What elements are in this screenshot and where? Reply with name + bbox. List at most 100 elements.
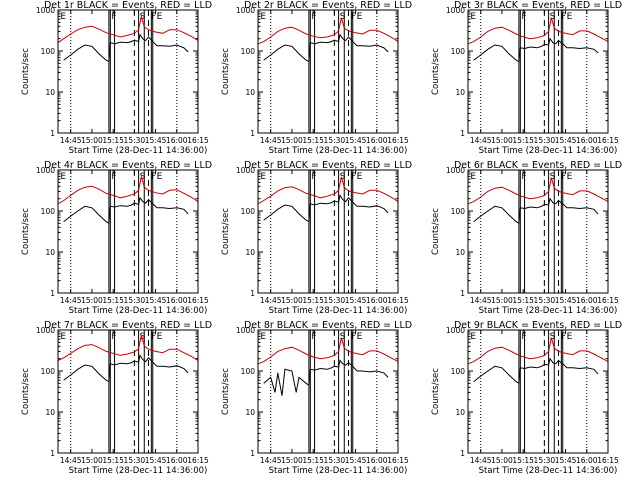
interval-mark: E bbox=[260, 332, 266, 342]
y-tick-label: 1 bbox=[250, 289, 255, 298]
y-axis-label: Counts/sec bbox=[431, 368, 441, 415]
y-tick-label: 1000 bbox=[446, 6, 465, 15]
y-tick-label: 1000 bbox=[36, 326, 55, 335]
x-tick-label: 16:15 bbox=[387, 136, 409, 145]
y-tick-label: 1000 bbox=[36, 6, 55, 15]
panel-det-4: Det 4r BLACK = Events, RED = LLD Counts/s… bbox=[21, 160, 212, 316]
interval-mark: E bbox=[470, 332, 476, 342]
x-tick-label: 14:45 bbox=[470, 296, 492, 305]
y-tick-label: 100 bbox=[241, 207, 256, 216]
interval-mark: F bbox=[521, 172, 526, 182]
x-tick-label: 15:45 bbox=[145, 296, 167, 305]
x-tick-label: 16:00 bbox=[166, 136, 188, 145]
y-tick-label: 100 bbox=[41, 207, 56, 216]
x-axis-label: Start Time (28-Dec-11 14:36:00) bbox=[479, 146, 618, 156]
x-tick-label: 16:00 bbox=[366, 136, 388, 145]
interval-mark: E bbox=[567, 172, 573, 182]
x-tick-label: 15:15 bbox=[512, 296, 534, 305]
x-tick-label: 16:15 bbox=[597, 296, 619, 305]
y-tick-label: 10 bbox=[455, 88, 465, 97]
y-tick-label: 100 bbox=[451, 47, 466, 56]
plot-frame bbox=[257, 169, 399, 294]
interval-mark: E bbox=[60, 172, 66, 182]
x-tick-label: 16:15 bbox=[387, 296, 409, 305]
x-tick-label: 16:00 bbox=[166, 456, 188, 465]
y-tick-label: 100 bbox=[241, 367, 256, 376]
interval-mark: F bbox=[311, 332, 316, 342]
x-tick-label: 15:45 bbox=[555, 296, 577, 305]
y-tick-label: 100 bbox=[451, 207, 466, 216]
interval-mark: F bbox=[351, 172, 356, 182]
interval-mark: F bbox=[521, 332, 526, 342]
y-tick-label: 10 bbox=[455, 408, 465, 417]
x-tick-label: 16:00 bbox=[366, 296, 388, 305]
y-tick-label: 10 bbox=[245, 248, 255, 257]
x-tick-label: 14:45 bbox=[260, 296, 282, 305]
x-axis-label: Start Time (28-Dec-11 14:36:00) bbox=[69, 466, 208, 476]
y-tick-label: 1000 bbox=[446, 166, 465, 175]
y-tick-label: 100 bbox=[41, 47, 56, 56]
y-tick-label: 10 bbox=[455, 248, 465, 257]
plot-frame bbox=[467, 9, 609, 134]
interval-mark: F bbox=[111, 12, 116, 22]
x-tick-label: 14:45 bbox=[470, 456, 492, 465]
panel-title: Det 8r BLACK = Events, RED = LLD bbox=[244, 320, 412, 331]
interval-mark: F bbox=[311, 172, 316, 182]
x-tick-label: 14:45 bbox=[470, 136, 492, 145]
interval-mark: E bbox=[260, 172, 266, 182]
x-tick-label: 15:45 bbox=[145, 456, 167, 465]
y-tick-label: 1000 bbox=[446, 326, 465, 335]
y-tick-label: 100 bbox=[451, 367, 466, 376]
interval-mark: S bbox=[140, 332, 146, 342]
panel-title: Det 4r BLACK = Events, RED = LLD bbox=[44, 160, 212, 171]
x-axis-label: Start Time (28-Dec-11 14:36:00) bbox=[479, 306, 618, 316]
series-lld-line bbox=[467, 17, 609, 45]
x-tick-label: 15:45 bbox=[345, 296, 367, 305]
interval-mark: S bbox=[340, 332, 346, 342]
interval-mark: S bbox=[340, 172, 346, 182]
y-axis-label: Counts/sec bbox=[21, 368, 31, 415]
x-tick-label: 15:00 bbox=[491, 136, 513, 145]
x-tick-label: 15:00 bbox=[491, 456, 513, 465]
interval-mark: F bbox=[561, 332, 566, 342]
y-tick-label: 1 bbox=[50, 289, 55, 298]
panel-det-1: Det 1r BLACK = Events, RED = LLD Counts/s… bbox=[21, 0, 212, 156]
y-tick-label: 1000 bbox=[36, 166, 55, 175]
interval-mark: E bbox=[157, 12, 163, 22]
interval-mark: E bbox=[60, 12, 66, 22]
y-axis-label: Counts/sec bbox=[431, 208, 441, 255]
y-axis-label: Counts/sec bbox=[21, 208, 31, 255]
series-events-line bbox=[63, 196, 189, 225]
interval-mark: S bbox=[140, 12, 146, 22]
panel-title: Det 1r BLACK = Events, RED = LLD bbox=[44, 0, 212, 11]
x-tick-label: 15:15 bbox=[102, 456, 124, 465]
series-lld-line bbox=[57, 334, 199, 361]
interval-mark: E bbox=[157, 172, 163, 182]
interval-mark: F bbox=[351, 332, 356, 342]
x-axis-label: Start Time (28-Dec-11 14:36:00) bbox=[69, 306, 208, 316]
interval-mark: S bbox=[550, 172, 556, 182]
x-axis-label: Start Time (28-Dec-11 14:36:00) bbox=[269, 146, 408, 156]
x-tick-label: 16:00 bbox=[576, 456, 598, 465]
x-tick-label: 15:45 bbox=[345, 136, 367, 145]
x-tick-label: 15:15 bbox=[512, 136, 534, 145]
series-events-line bbox=[263, 194, 389, 223]
interval-mark: F bbox=[561, 12, 566, 22]
y-axis-label: Counts/sec bbox=[221, 208, 231, 255]
plot-frame bbox=[257, 329, 399, 454]
y-tick-label: 10 bbox=[45, 248, 55, 257]
y-tick-label: 1 bbox=[460, 129, 465, 138]
x-axis-label: Start Time (28-Dec-11 14:36:00) bbox=[479, 466, 618, 476]
interval-mark: F bbox=[151, 172, 156, 182]
x-tick-label: 15:00 bbox=[281, 456, 303, 465]
interval-mark: F bbox=[111, 332, 116, 342]
plot-frame bbox=[57, 169, 199, 294]
x-tick-label: 15:45 bbox=[555, 456, 577, 465]
x-tick-label: 15:30 bbox=[534, 136, 556, 145]
y-tick-label: 1000 bbox=[236, 166, 255, 175]
x-tick-label: 16:15 bbox=[187, 296, 209, 305]
x-tick-label: 15:30 bbox=[324, 456, 346, 465]
y-tick-label: 1 bbox=[460, 289, 465, 298]
x-tick-label: 15:30 bbox=[124, 136, 146, 145]
interval-mark: F bbox=[521, 12, 526, 22]
